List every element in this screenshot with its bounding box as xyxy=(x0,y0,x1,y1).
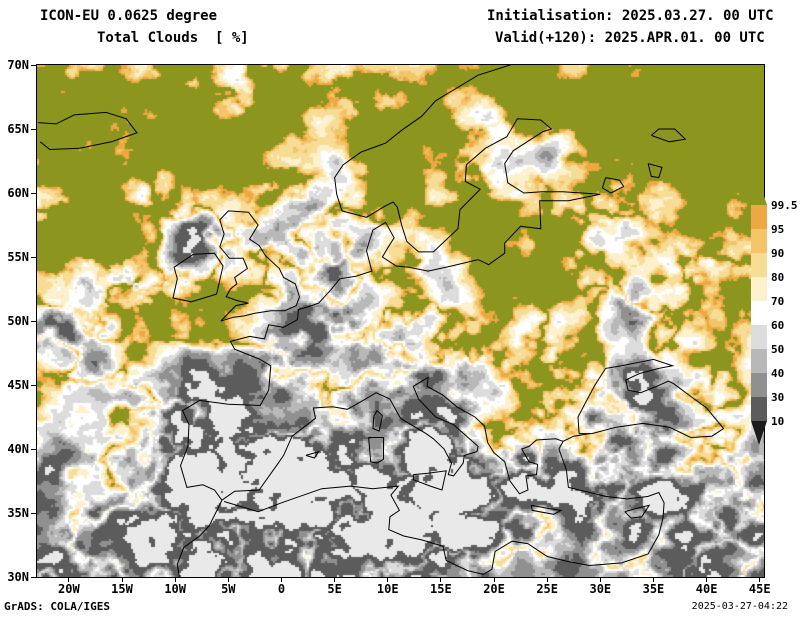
lat-tick-label: 40N xyxy=(7,442,29,456)
coastline-path xyxy=(372,410,383,432)
lat-tick xyxy=(31,64,36,66)
legend-color-swatch xyxy=(751,373,767,397)
variable-title: Total Clouds [ %] xyxy=(97,30,249,46)
legend-value-label: 70 xyxy=(771,295,785,308)
legend-value-label: 80 xyxy=(771,271,785,284)
lon-tick xyxy=(121,578,123,582)
lon-tick-label: 5W xyxy=(221,582,236,596)
lon-tick-label: 45E xyxy=(748,582,771,596)
lon-tick-label: 25E xyxy=(536,582,559,596)
legend-color-swatch xyxy=(751,181,767,205)
legend-value-label: 90 xyxy=(771,247,785,260)
init-time-label: Initialisation: 2025.03.27. 00 UTC xyxy=(487,8,774,24)
legend-value-label: 95 xyxy=(771,223,785,236)
lat-tick xyxy=(31,448,36,450)
coastline-path xyxy=(38,111,138,151)
coastline-path xyxy=(334,65,601,253)
lon-tick xyxy=(493,578,495,582)
lon-tick xyxy=(652,578,654,582)
model-title: ICON-EU 0.0625 degree xyxy=(40,8,218,24)
lon-tick xyxy=(546,578,548,582)
lat-tick xyxy=(31,128,36,130)
lat-tick-label: 70N xyxy=(7,58,29,72)
legend-color-swatch xyxy=(751,325,767,349)
legend-value-label: 40 xyxy=(771,367,785,380)
lon-tick-label: 0 xyxy=(277,582,286,596)
legend-color-swatch xyxy=(751,277,767,301)
coastline-path xyxy=(647,163,663,179)
legend-color-swatch xyxy=(751,301,767,325)
lat-tick xyxy=(31,192,36,194)
legend-color-swatch xyxy=(751,421,767,445)
legend-value-label: 30 xyxy=(771,391,785,404)
legend-value-label: 60 xyxy=(771,319,785,332)
cloud-shading-canvas xyxy=(37,65,764,577)
legend-color-swatch xyxy=(751,349,767,373)
lon-tick-label: 20W xyxy=(58,582,80,596)
legend-color-swatch xyxy=(751,229,767,253)
lat-tick-label: 50N xyxy=(7,314,29,328)
lon-tick xyxy=(227,578,229,582)
lon-tick-label: 10W xyxy=(164,582,187,596)
coastline-path xyxy=(176,193,601,577)
lon-tick-label: 10E xyxy=(376,582,399,596)
lon-tick xyxy=(68,578,70,582)
map-area xyxy=(36,64,765,578)
lon-tick xyxy=(440,578,442,582)
coastline-path xyxy=(650,128,687,143)
lon-tick-label: 30E xyxy=(589,582,612,596)
coastline-path xyxy=(624,504,651,519)
lon-tick-label: 40E xyxy=(695,582,718,596)
coastlines-overlay xyxy=(38,65,725,577)
coastline-path xyxy=(223,441,665,575)
lat-tick-label: 35N xyxy=(7,506,29,520)
lat-tick-label: 55N xyxy=(7,250,29,264)
lat-tick-label: 45N xyxy=(7,378,29,392)
lat-tick xyxy=(31,256,36,258)
legend-value-label: 50 xyxy=(771,343,785,356)
coastline-path xyxy=(219,210,301,322)
coastline-path xyxy=(305,450,320,459)
valid-time-label: Valid(+120): 2025.APR.01. 00 UTC xyxy=(495,30,765,46)
coastline-path xyxy=(221,376,590,501)
grads-credit: GrADS: COLA/IGES xyxy=(4,600,110,613)
lat-tick xyxy=(31,384,36,386)
coastline-path xyxy=(601,177,625,194)
lon-tick-label: 5E xyxy=(327,582,342,596)
lon-tick xyxy=(280,578,282,582)
lon-tick xyxy=(706,578,708,582)
lon-tick-label: 20E xyxy=(483,582,505,596)
creation-timestamp: 2025-03-27-04:22 xyxy=(691,601,788,612)
color-legend: 99.5 95 90 80 70 60 50 40 30 10 xyxy=(751,181,800,445)
legend-value-label: 10 xyxy=(771,415,785,428)
coastline-path xyxy=(368,437,384,464)
coastline-path xyxy=(172,252,224,303)
lat-tick-label: 30N xyxy=(7,570,29,584)
lat-tick xyxy=(31,320,36,322)
lon-tick xyxy=(334,578,336,582)
legend-color-swatch xyxy=(751,205,767,229)
legend-value-label: 99.5 xyxy=(771,199,798,212)
lon-tick xyxy=(387,578,389,582)
lon-tick-label: 15W xyxy=(111,582,133,596)
lat-tick-label: 60N xyxy=(7,186,29,200)
lon-tick xyxy=(759,578,761,582)
coastline-path xyxy=(577,358,725,439)
legend-color-swatch xyxy=(751,397,767,421)
legend-color-swatch xyxy=(751,253,767,277)
lat-tick-label: 65N xyxy=(7,122,29,136)
coastline-path xyxy=(412,470,447,491)
lat-tick xyxy=(31,576,36,578)
lon-tick xyxy=(599,578,601,582)
lat-tick xyxy=(31,512,36,514)
lon-tick xyxy=(174,578,176,582)
lon-tick-label: 35E xyxy=(642,582,665,596)
lon-tick-label: 15E xyxy=(430,582,452,596)
coastline-path xyxy=(530,504,563,515)
